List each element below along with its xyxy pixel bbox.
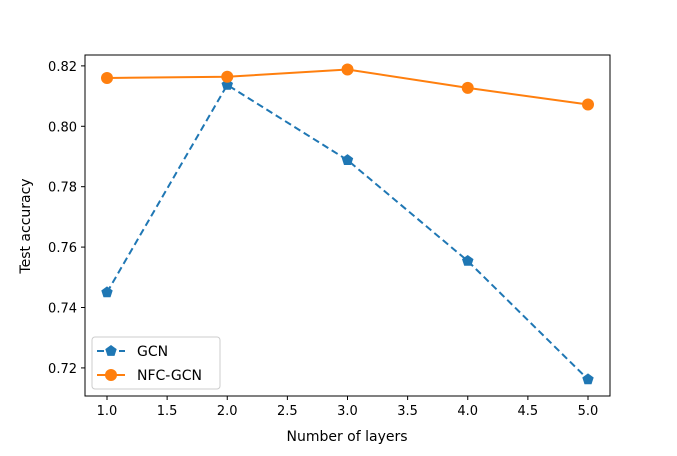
y-tick-label: 0.82 [48,60,77,75]
data-point [582,373,594,385]
legend: GCN NFC-GCN [91,336,221,390]
data-point [341,154,354,165]
x-axis-label: Number of layers [286,429,407,445]
data-point [101,286,113,298]
x-tick-label: 4.5 [518,404,539,419]
y-tick-label: 0.80 [48,120,77,135]
data-point [221,70,234,83]
x-tick-label: 4.0 [457,404,478,419]
legend-item: GCN [97,344,168,360]
legend-marker [105,369,117,381]
series-line [106,83,589,381]
data-point [341,63,354,76]
data-point [461,81,474,94]
x-tick-label: 3.0 [337,404,358,419]
legend-marker [105,345,117,356]
y-tick-label: 0.78 [48,181,77,196]
legend-label: NFC-GCN [137,368,202,384]
series-gcn [101,78,594,385]
y-tick-label: 0.74 [48,302,77,317]
legend-label: GCN [137,344,168,360]
data-point [581,98,594,111]
legend-item: NFC-GCN [97,368,202,384]
series-nfc-gcn [101,63,594,111]
x-tick-label: 1.0 [97,404,118,419]
data-point [101,71,114,84]
x-tick-label: 2.0 [217,404,238,419]
y-axis-label: Test accuracy [18,178,34,274]
data-point [462,255,474,266]
y-tick-label: 0.76 [48,241,77,256]
x-tick-label: 3.5 [397,404,418,419]
y-tick-label: 0.72 [48,362,77,377]
x-tick-label: 5.0 [578,404,599,419]
x-tick-label: 2.5 [277,404,298,419]
x-tick-label: 1.5 [157,404,178,419]
